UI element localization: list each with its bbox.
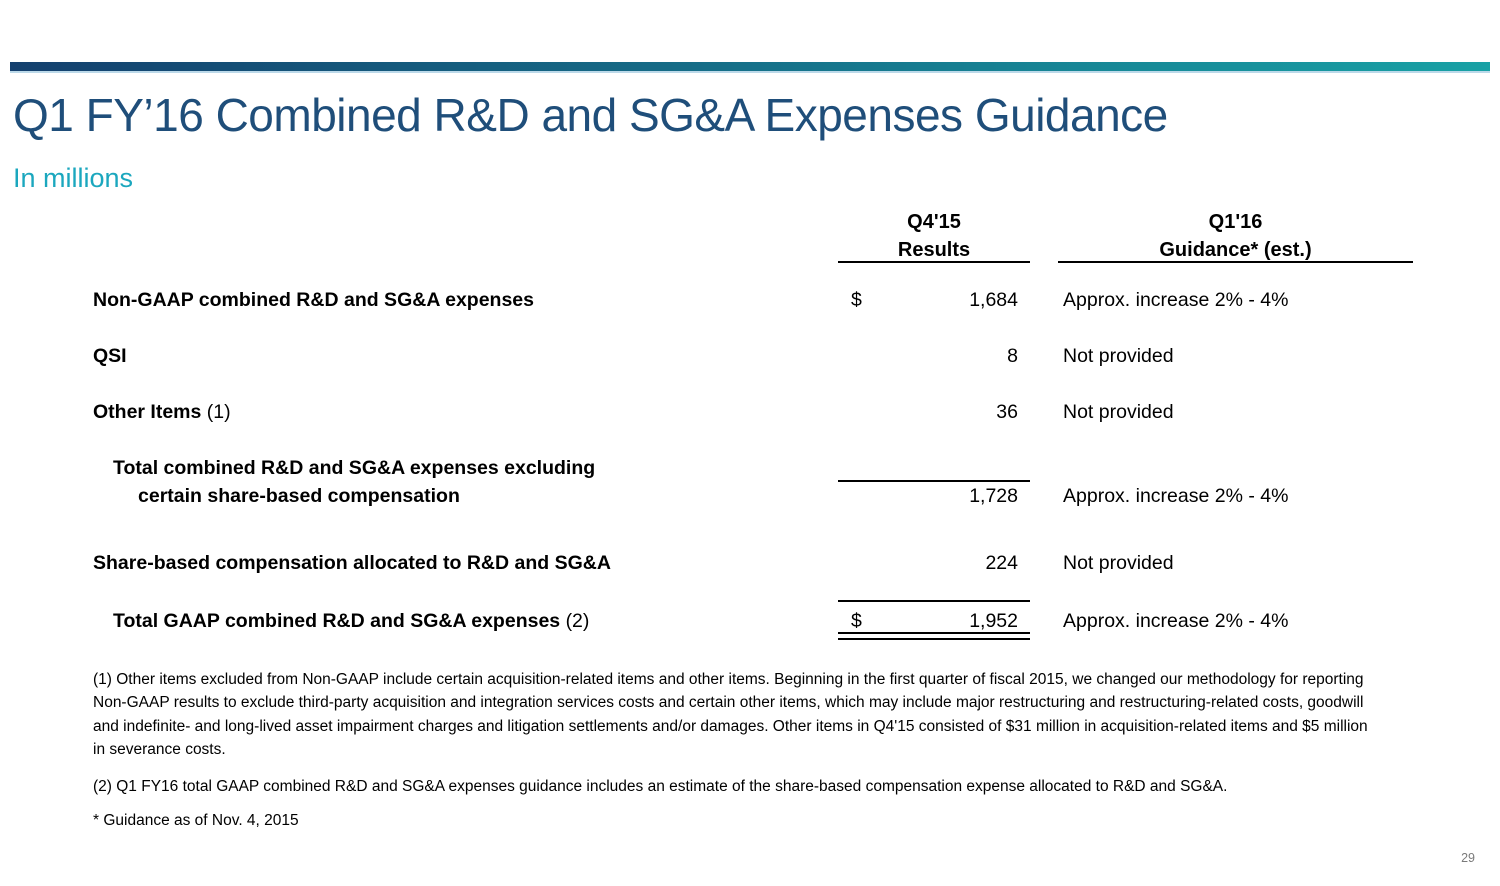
results-value: 224: [985, 552, 1018, 574]
row-label-footnote-ref: (2): [565, 610, 590, 632]
top-accent-bar: [10, 62, 1490, 73]
guidance-value: Not provided: [1063, 552, 1174, 574]
row-label: QSI: [93, 344, 127, 368]
results-value: 36: [996, 401, 1018, 423]
row-label-text: QSI: [93, 345, 127, 367]
guidance-value: Approx. increase 2% - 4%: [1063, 610, 1289, 632]
row-label-text: Other Items: [93, 401, 202, 423]
row-label: Total GAAP combined R&D and SG&A expense…: [113, 609, 589, 633]
results-value: 1,952: [969, 610, 1018, 632]
guidance-value: Not provided: [1063, 345, 1174, 367]
row-label-line2: certain share-based compensation: [138, 485, 460, 507]
results-value: 1,728: [969, 485, 1018, 507]
footnote-guidance-date: * Guidance as of Nov. 4, 2015: [93, 812, 299, 829]
column-header-q415-results: Q4'15 Results: [838, 208, 1030, 263]
row-label: Non-GAAP combined R&D and SG&A expenses: [93, 288, 534, 312]
row-label-footnote-ref: (1): [206, 401, 231, 423]
guidance-value: Not provided: [1063, 401, 1174, 423]
column-header-q116-guidance: Q1'16 Guidance* (est.): [1058, 208, 1413, 263]
row-label: Other Items (1): [93, 400, 231, 424]
results-value: 8: [1007, 345, 1018, 367]
currency-symbol: $: [851, 610, 862, 632]
row-label-text: Non-GAAP combined R&D and SG&A expenses: [93, 289, 534, 311]
results-value: 1,684: [969, 289, 1018, 311]
column-header-period: Q1'16: [1208, 211, 1263, 233]
row-label: Total combined R&D and SG&A expenses exc…: [113, 456, 595, 480]
guidance-value: Approx. increase 2% - 4%: [1063, 289, 1289, 311]
page-number: 29: [1461, 851, 1475, 865]
guidance-value: Approx. increase 2% - 4%: [1063, 485, 1289, 507]
column-header-period: Q4'15: [907, 211, 961, 233]
column-header-caption: Results: [897, 239, 971, 261]
subtotal-rule: [838, 480, 1030, 482]
row-label-text: Share-based compensation allocated to R&…: [93, 552, 611, 574]
total-rule: [838, 600, 1030, 602]
row-label-text: Total GAAP combined R&D and SG&A expense…: [113, 610, 561, 632]
row-label-text: Total combined R&D and SG&A expenses exc…: [113, 457, 596, 479]
grand-total-double-rule: [838, 632, 1030, 640]
currency-symbol: $: [851, 289, 862, 311]
footnote-2: (2) Q1 FY16 total GAAP combined R&D and …: [93, 778, 1228, 795]
slide-subtitle: In millions: [13, 163, 134, 193]
column-header-caption: Guidance* (est.): [1159, 239, 1312, 261]
slide-title: Q1 FY’16 Combined R&D and SG&A Expenses …: [13, 89, 1168, 141]
row-label: Share-based compensation allocated to R&…: [93, 551, 611, 575]
footnote-1: (1) Other items excluded from Non-GAAP i…: [93, 671, 1368, 759]
